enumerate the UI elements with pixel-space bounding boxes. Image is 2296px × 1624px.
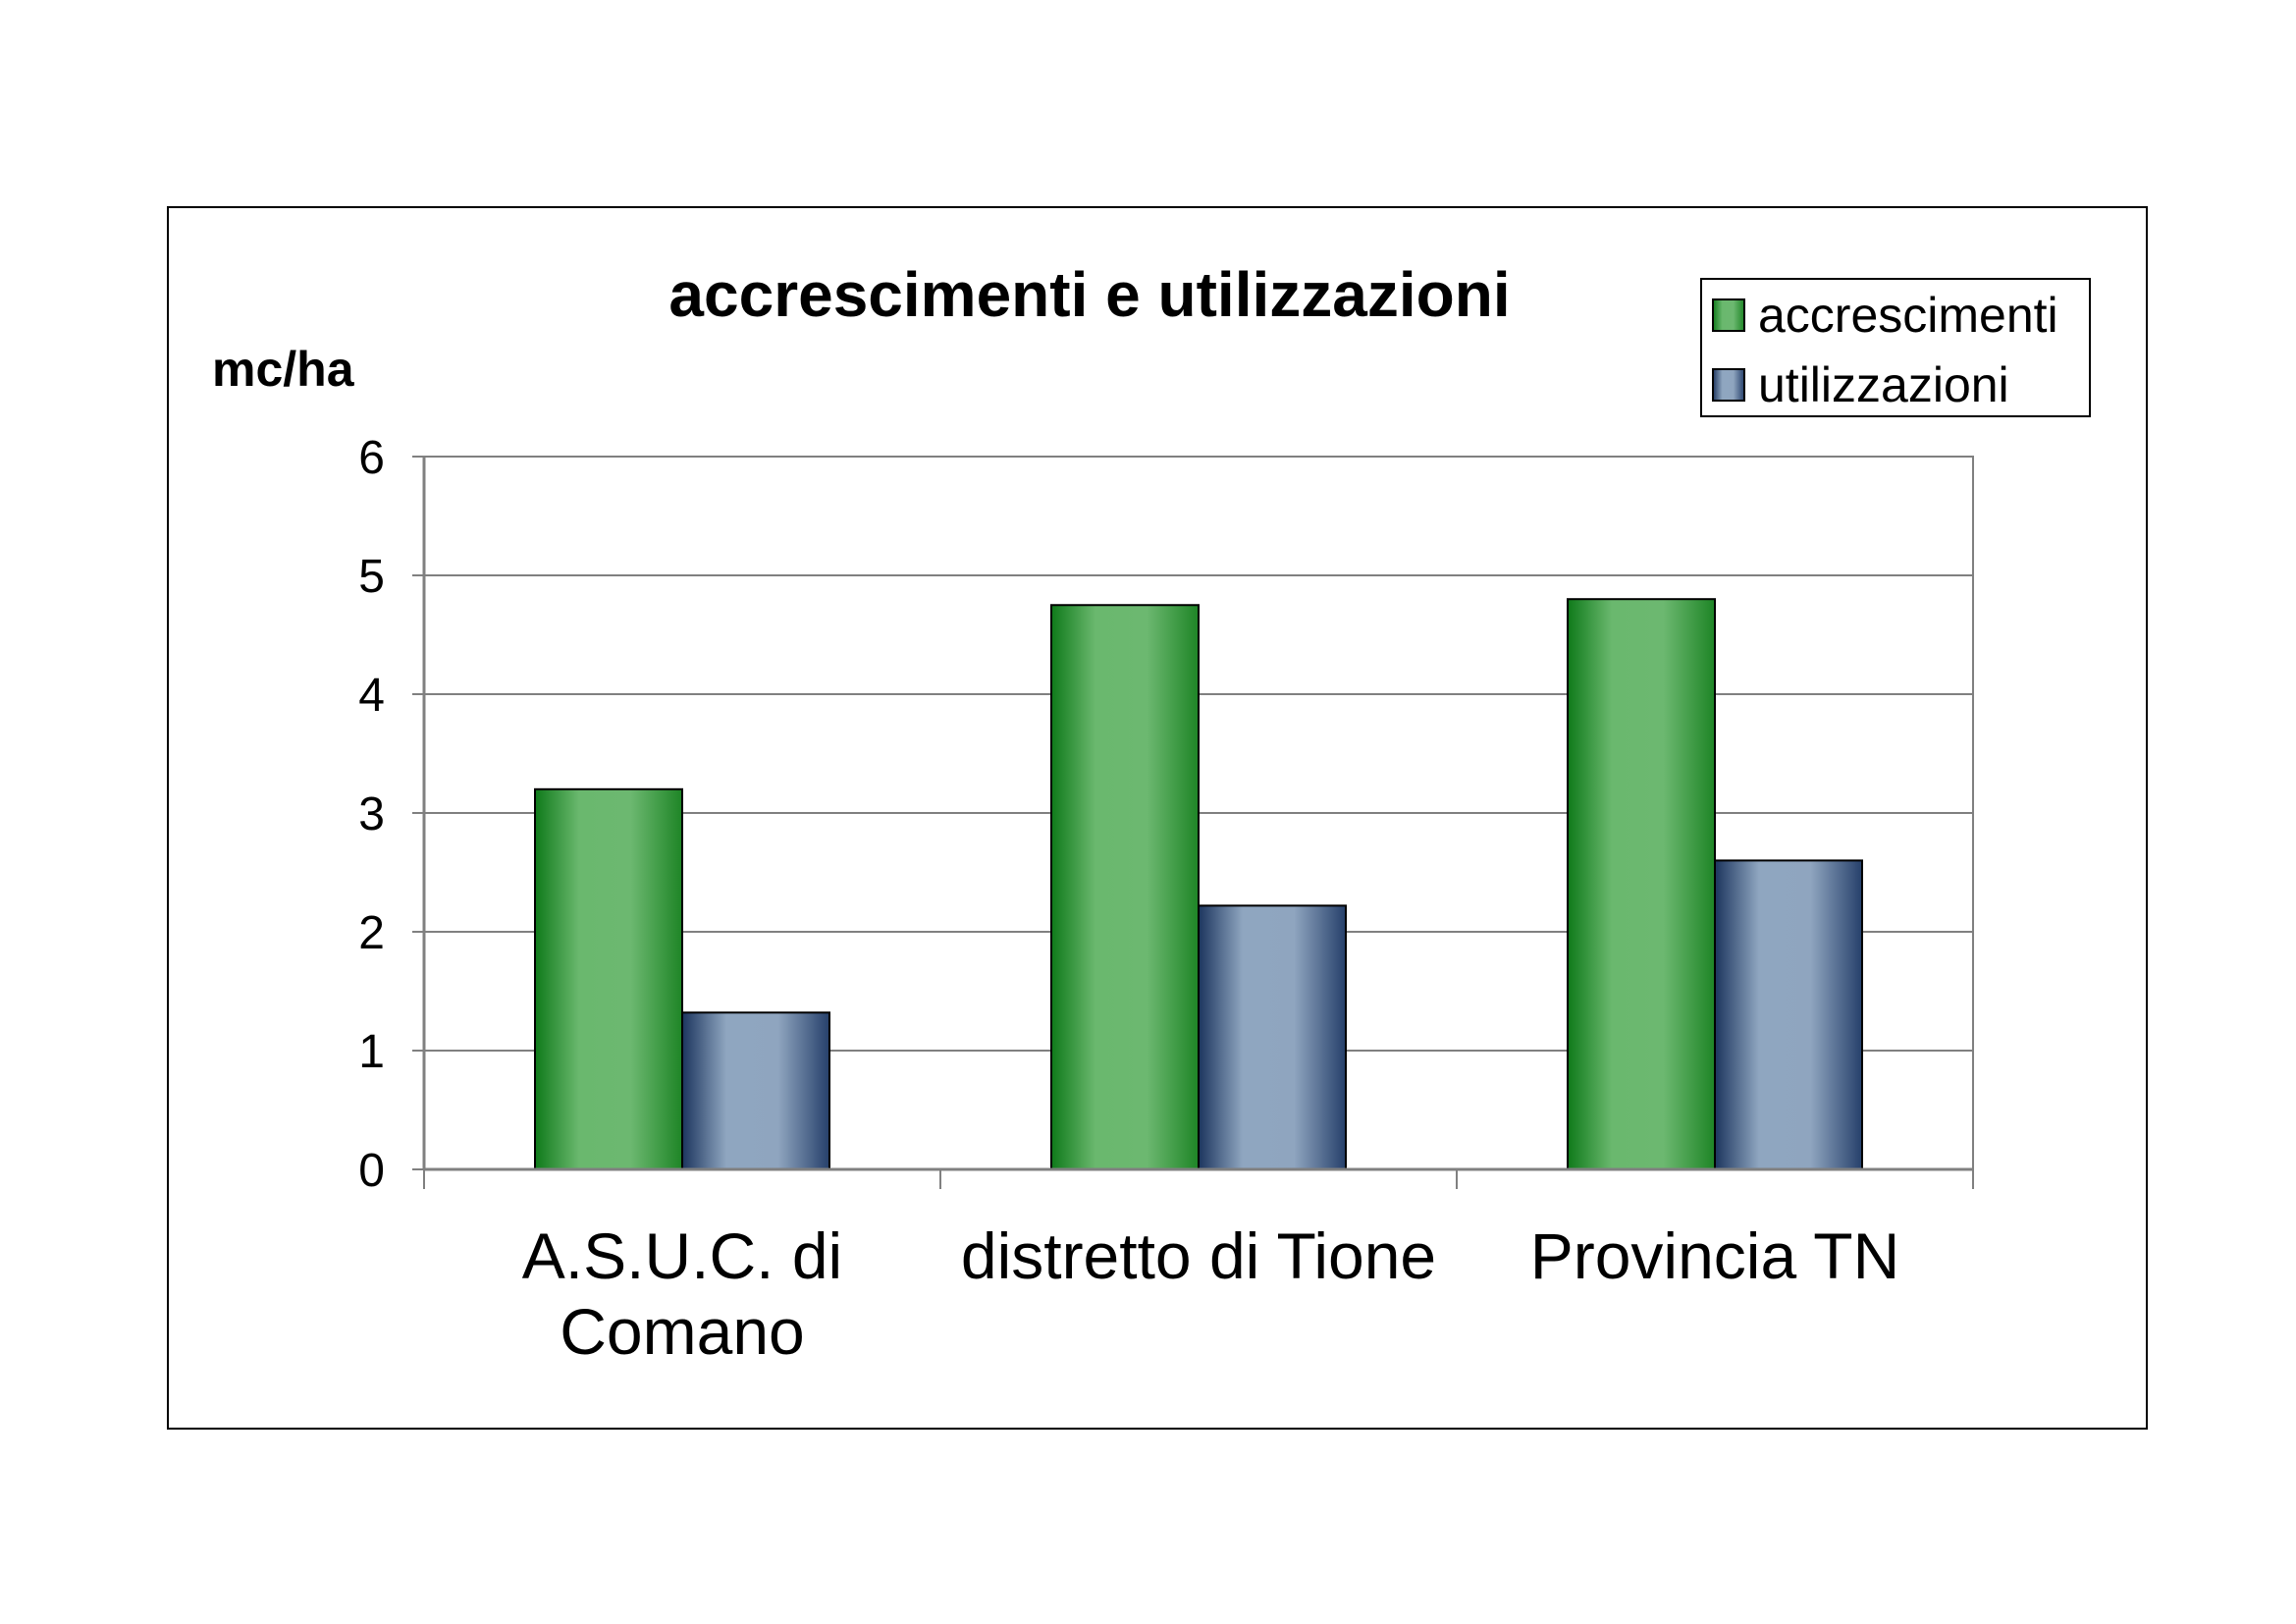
- x-category-label: A.S.U.C. di Comano: [522, 1219, 842, 1368]
- x-category-label: distretto di Tione: [961, 1219, 1436, 1292]
- y-tick-label: 1: [358, 1026, 385, 1078]
- y-axis-label: mc/ha: [212, 342, 355, 397]
- bar-utilizzazioni: [681, 1011, 830, 1171]
- legend-swatch-accrescimenti: [1712, 298, 1745, 332]
- y-tick-label: 2: [358, 907, 385, 959]
- bar-accrescimenti: [534, 787, 683, 1170]
- bar-utilizzazioni: [1714, 859, 1863, 1171]
- x-category-label-line: distretto di Tione: [961, 1219, 1436, 1292]
- chart-title: accrescimenti e utilizzazioni: [668, 259, 1510, 330]
- y-tick-label: 4: [358, 670, 385, 722]
- bar-accrescimenti: [1050, 604, 1200, 1170]
- y-tick-label: 0: [358, 1145, 385, 1197]
- legend-label-utilizzazioni: utilizzazioni: [1758, 357, 2009, 412]
- legend-box: [1700, 278, 2091, 417]
- bar-accrescimenti: [1567, 598, 1716, 1170]
- x-category-label: Provincia TN: [1530, 1219, 1900, 1292]
- bar-utilizzazioni: [1198, 904, 1347, 1170]
- legend-label-accrescimenti: accrescimenti: [1758, 288, 2058, 343]
- legend-swatch-utilizzazioni: [1712, 368, 1745, 402]
- x-category-label-line: A.S.U.C. di: [522, 1219, 842, 1292]
- legend: accrescimenti utilizzazioni: [1700, 278, 2091, 417]
- axes: [422, 457, 1974, 1189]
- x-category-label-line: Comano: [560, 1295, 804, 1368]
- x-axis-categories: A.S.U.C. di Comano distretto di Tione Provi…: [522, 1219, 1900, 1368]
- y-tick-label: 5: [358, 551, 385, 603]
- y-tick-label: 3: [358, 788, 385, 840]
- y-axis-ticks: 0 1 2 3 4 5 6: [358, 432, 424, 1197]
- y-tick-label: 6: [358, 432, 385, 484]
- bars: [534, 598, 1863, 1171]
- x-category-label-line: Provincia TN: [1530, 1219, 1900, 1292]
